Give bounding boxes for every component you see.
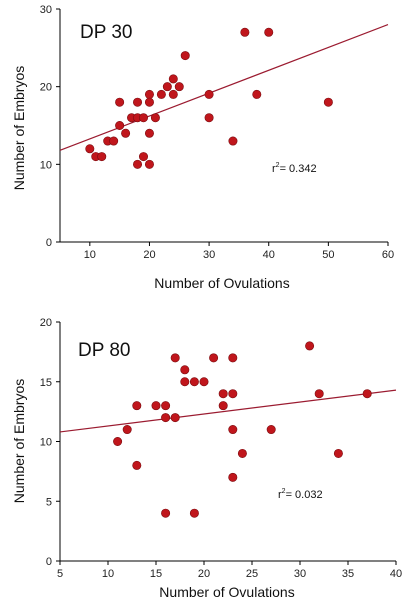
- x-tick-label-dp30: 20: [143, 249, 155, 261]
- data-point-dp80: [228, 389, 238, 399]
- data-point-dp80: [161, 401, 171, 411]
- r-squared-dp80: r2= 0.032: [278, 488, 323, 501]
- r-squared-dp30: r2= 0.342: [272, 162, 317, 175]
- data-point-dp80: [199, 377, 209, 387]
- data-point-dp80: [266, 425, 276, 435]
- y-tick-label-dp80: 0: [46, 556, 52, 568]
- x-tick-label-dp80: 20: [198, 568, 210, 580]
- data-point-dp30: [150, 113, 160, 123]
- x-tick-label-dp80: 30: [294, 568, 306, 580]
- r-squared-symbol-dp80: r: [278, 489, 282, 501]
- y-tick-label-dp80: 20: [40, 317, 52, 329]
- y-tick-label-dp30: 20: [40, 82, 52, 94]
- data-point-dp30: [109, 136, 119, 146]
- data-point-dp80: [314, 389, 324, 399]
- data-point-dp30: [115, 121, 125, 131]
- data-point-dp30: [144, 128, 154, 138]
- data-point-dp30: [204, 113, 214, 123]
- y-tick-label-dp80: 5: [46, 496, 52, 508]
- data-point-dp80: [237, 448, 247, 458]
- data-point-dp80: [209, 353, 219, 363]
- trend-line-dp30: [59, 23, 389, 151]
- y-tick-label-dp80: 15: [40, 377, 52, 389]
- chart-dp80: DP 80 Number of Ovulations Number of Emb…: [11, 317, 402, 600]
- data-point-dp30: [138, 113, 148, 123]
- data-point-dp30: [228, 136, 238, 146]
- data-point-dp30: [133, 159, 143, 169]
- data-point-dp80: [132, 401, 142, 411]
- data-point-dp30: [85, 144, 95, 154]
- data-point-dp30: [204, 89, 214, 99]
- chart-dp30: DP 30 Number of Ovulations Number of Emb…: [11, 4, 394, 291]
- data-point-dp30: [138, 152, 148, 162]
- data-point-dp30: [323, 97, 333, 107]
- data-point-dp30: [121, 128, 131, 138]
- data-point-dp80: [228, 353, 238, 363]
- data-point-dp80: [189, 377, 199, 387]
- x-tick-label-dp80: 15: [150, 568, 162, 580]
- trend-line-dp80: [59, 389, 397, 433]
- x-tick-label-dp80: 25: [246, 568, 258, 580]
- y-tick-label-dp30: 10: [40, 159, 52, 171]
- data-point-dp80: [180, 365, 190, 375]
- data-point-dp80: [305, 341, 315, 351]
- data-point-dp30: [115, 97, 125, 107]
- x-tick-label-dp80: 5: [57, 568, 63, 580]
- data-point-dp80: [180, 377, 190, 387]
- data-point-dp80: [218, 401, 228, 411]
- chart-title-dp80: DP 80: [78, 340, 130, 361]
- data-point-dp30: [144, 159, 154, 169]
- chart-title-dp30: DP 30: [80, 22, 132, 43]
- x-tick-label-dp80: 35: [342, 568, 354, 580]
- data-point-dp30: [174, 82, 184, 92]
- data-point-dp80: [189, 508, 199, 518]
- x-tick-label-dp30: 10: [84, 249, 96, 261]
- data-point-dp80: [151, 401, 161, 411]
- data-point-dp80: [122, 425, 132, 435]
- r-squared-sup-dp30: 2: [276, 162, 280, 169]
- x-tick-label-dp30: 60: [382, 249, 394, 261]
- data-point-dp80: [113, 436, 123, 446]
- data-point-dp80: [170, 413, 180, 423]
- data-point-dp30: [252, 89, 262, 99]
- x-tick-label-dp30: 50: [322, 249, 334, 261]
- data-point-dp30: [144, 97, 154, 107]
- data-point-dp30: [264, 27, 274, 37]
- data-point-dp80: [218, 389, 228, 399]
- x-tick-label-dp30: 40: [263, 249, 275, 261]
- x-tick-label-dp80: 10: [102, 568, 114, 580]
- y-tick-label-dp30: 30: [40, 4, 52, 16]
- r-squared-symbol-dp30: r: [272, 163, 276, 175]
- y-tick-label-dp80: 10: [40, 437, 52, 449]
- data-point-dp30: [180, 51, 190, 61]
- data-point-dp80: [362, 389, 372, 399]
- data-point-dp80: [228, 472, 238, 482]
- data-point-dp80: [161, 508, 171, 518]
- x-tick-label-dp30: 30: [203, 249, 215, 261]
- data-point-dp80: [132, 460, 142, 470]
- r-squared-value-dp30: = 0.342: [280, 163, 317, 175]
- data-point-dp30: [144, 89, 154, 99]
- data-point-dp30: [168, 89, 178, 99]
- data-point-dp30: [97, 152, 107, 162]
- data-point-dp30: [133, 97, 143, 107]
- r-squared-sup-dp80: 2: [282, 488, 286, 495]
- data-point-dp30: [240, 27, 250, 37]
- data-point-dp80: [228, 425, 238, 435]
- x-tick-label-dp80: 40: [390, 568, 402, 580]
- x-axis-label-dp30: Number of Ovulations: [154, 275, 289, 291]
- y-axis-label-dp80: Number of Embryos: [11, 379, 27, 503]
- y-axis-label-dp30: Number of Embryos: [11, 66, 27, 190]
- data-point-dp80: [170, 353, 180, 363]
- data-point-dp80: [333, 448, 343, 458]
- data-point-dp30: [162, 82, 172, 92]
- r-squared-value-dp80: = 0.032: [286, 489, 323, 501]
- data-point-dp30: [156, 89, 166, 99]
- x-axis-label-dp80: Number of Ovulations: [159, 584, 294, 600]
- y-tick-label-dp30: 0: [46, 237, 52, 249]
- data-point-dp80: [161, 413, 171, 423]
- data-point-dp30: [168, 74, 178, 84]
